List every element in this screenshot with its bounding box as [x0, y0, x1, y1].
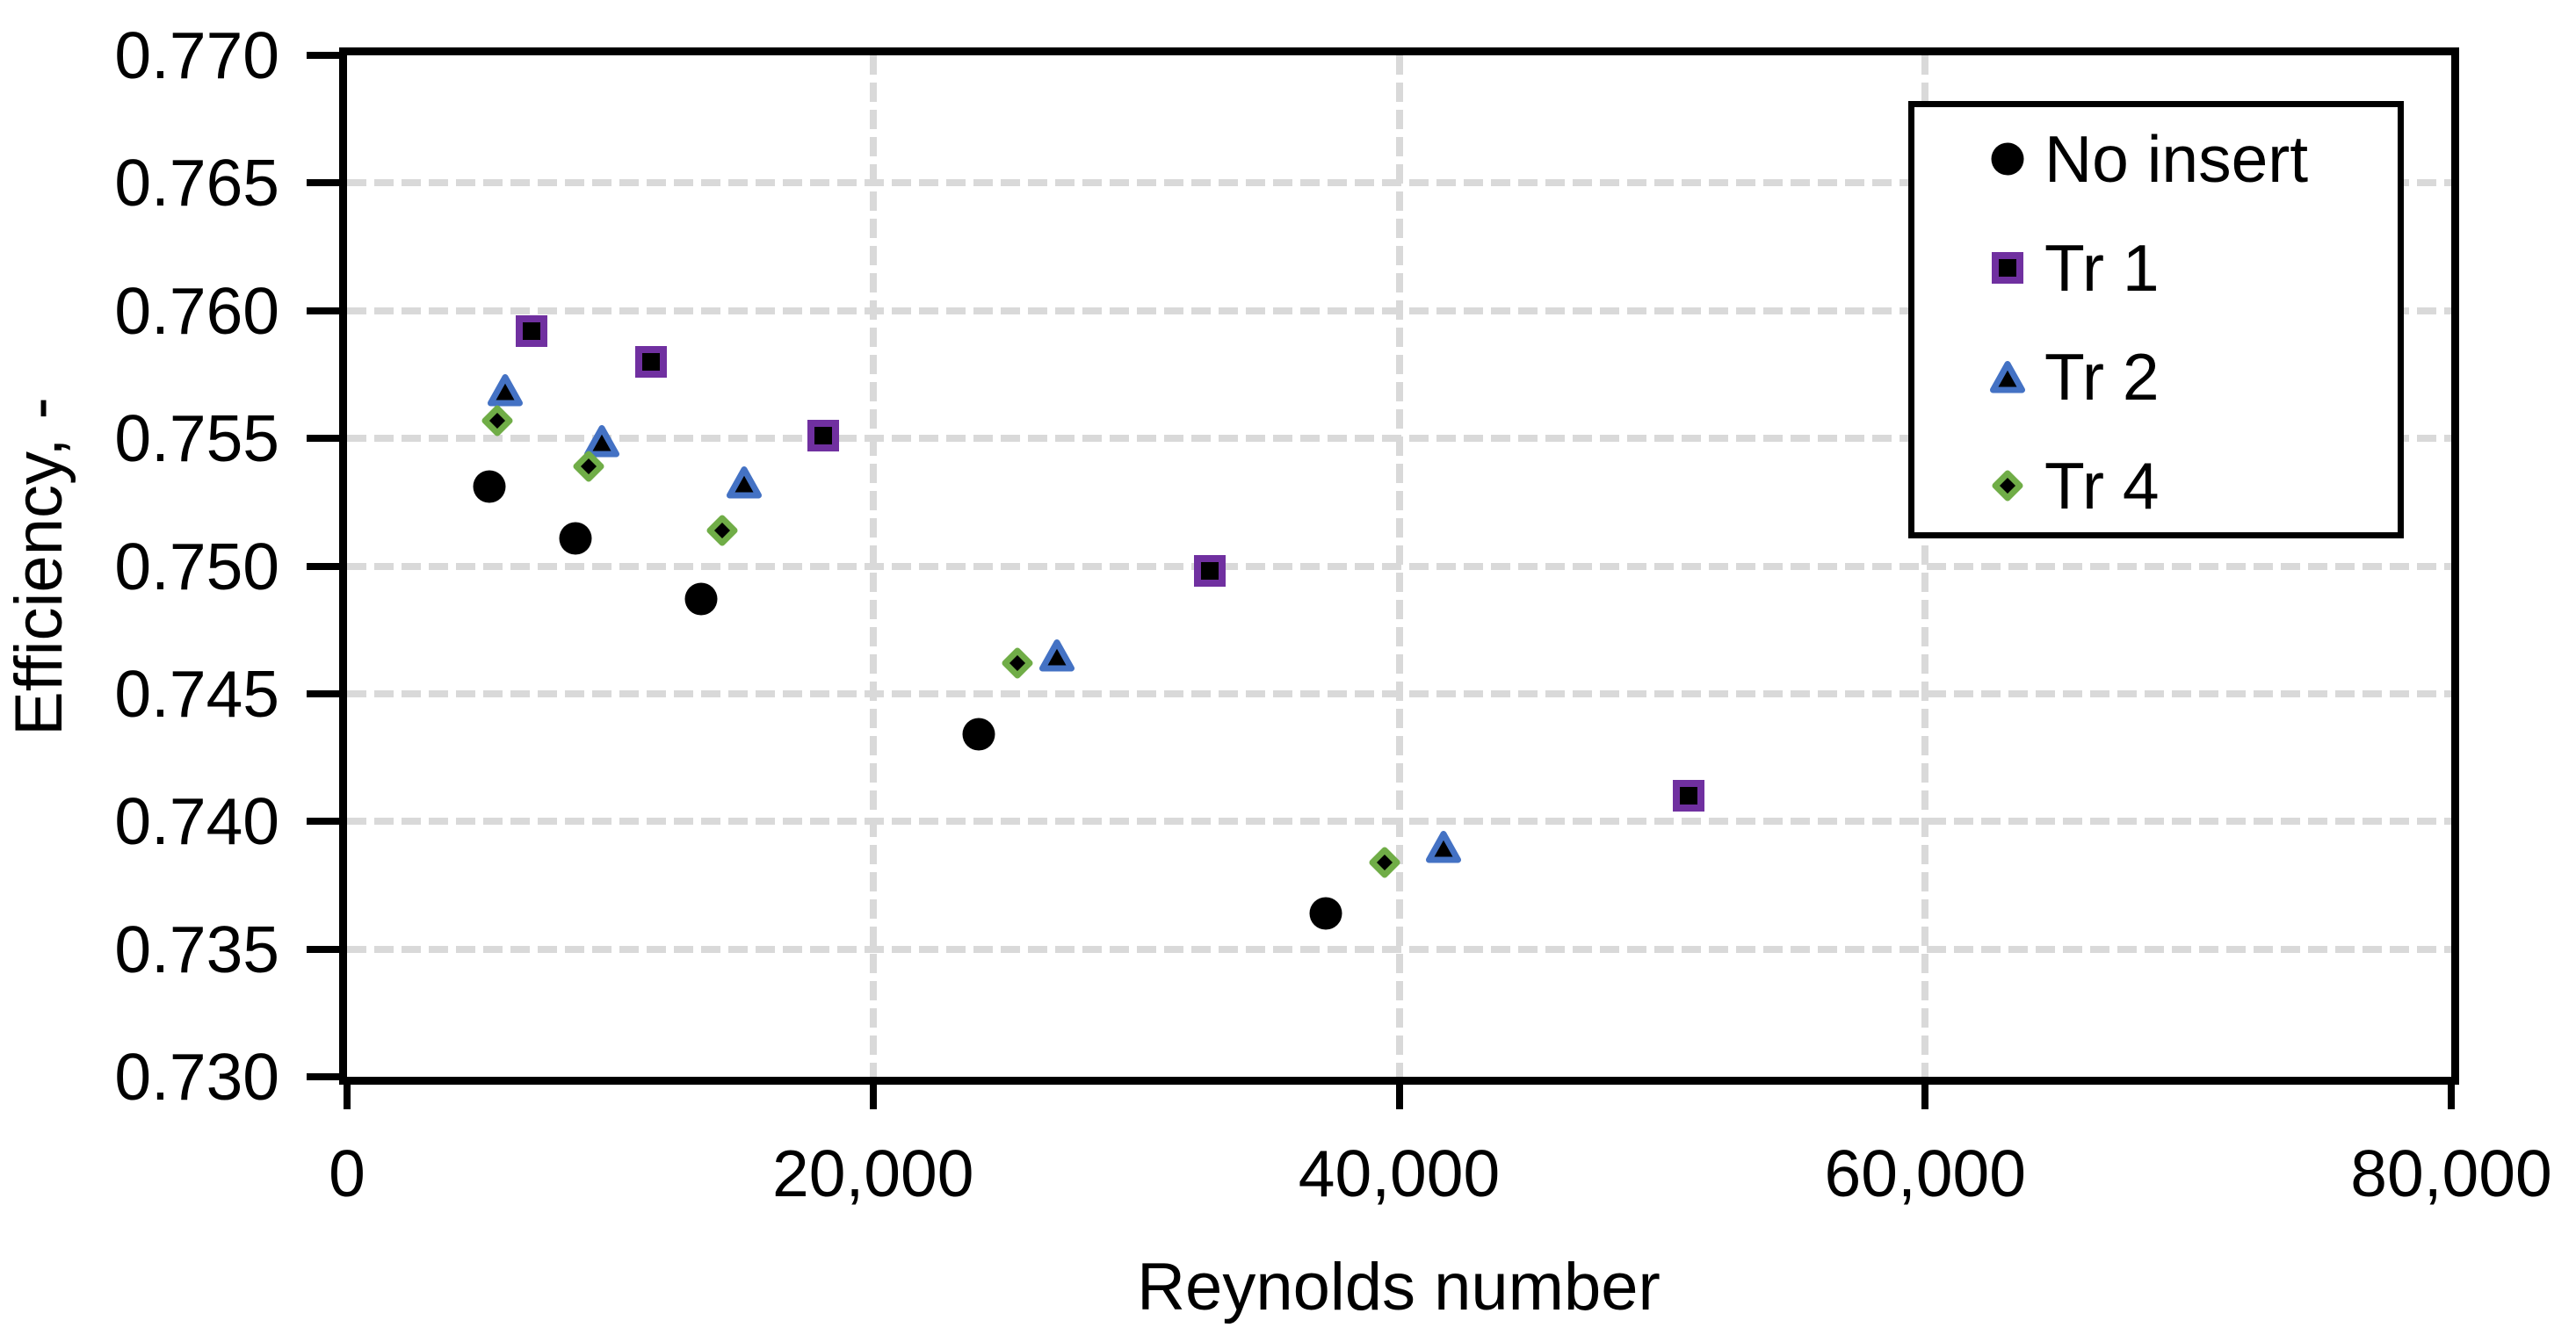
data-point-tr-1-4 [1672, 780, 1704, 812]
y-tick-0.760 [307, 307, 339, 314]
triangle-legend-icon [1990, 361, 2025, 393]
y-axis-title: Efficiency, - [2, 397, 76, 736]
x-axis-title: Reynolds number [1137, 1250, 1661, 1324]
y-tick-label-0.740: 0.740 [114, 784, 279, 859]
x-tick-60000 [1921, 1077, 1929, 1109]
data-point-tr-1-2 [807, 420, 839, 452]
legend-item-label: Tr 2 [2044, 340, 2160, 414]
data-point-tr-4-3 [1002, 647, 1033, 679]
x-tick-label-20000: 20,000 [772, 1137, 974, 1210]
x-tick-80000 [2448, 1077, 2455, 1109]
x-tick-20000 [869, 1077, 877, 1109]
data-point-tr-2-2 [727, 465, 763, 499]
data-point-no-insert-0 [473, 470, 506, 503]
y-tick-label-0.760: 0.760 [114, 273, 279, 348]
data-point-no-insert-2 [684, 582, 718, 616]
circle-legend-icon [1991, 142, 2024, 176]
y-tick-0.740 [307, 818, 339, 826]
y-tick-label-0.755: 0.755 [114, 401, 279, 476]
legend-item-no-insert: No insert [1914, 115, 2398, 203]
legend-item-tr-4: Tr 4 [1914, 442, 2398, 530]
data-point-tr-4-2 [706, 515, 738, 546]
data-point-no-insert-3 [962, 718, 995, 751]
y-tick-0.730 [307, 1073, 339, 1080]
data-point-no-insert-1 [559, 522, 592, 555]
x-tick-40000 [1395, 1077, 1403, 1109]
x-tick-label-40000: 40,000 [1298, 1137, 1501, 1210]
data-point-no-insert-4 [1309, 897, 1342, 930]
data-point-tr-2-1 [584, 425, 620, 458]
data-point-tr-4-1 [573, 451, 604, 482]
data-point-tr-2-4 [1426, 831, 1462, 863]
legend-item-label: No insert [2044, 122, 2309, 196]
legend-item-tr-2: Tr 2 [1914, 333, 2398, 421]
x-tick-label-60000: 60,000 [1824, 1137, 2026, 1210]
x-tick-0 [344, 1077, 351, 1109]
legend-item-tr-1: Tr 1 [1914, 224, 2398, 312]
y-tick-0.745 [307, 689, 339, 697]
y-tick-0.755 [307, 435, 339, 443]
data-point-tr-2-3 [1039, 639, 1075, 672]
plot-area [307, 47, 2459, 1109]
gridline-x-60000 [1921, 55, 1929, 1077]
gridline-x-20000 [869, 55, 877, 1077]
y-tick-label-0.750: 0.750 [114, 529, 279, 603]
y-tick-label-0.765: 0.765 [114, 146, 279, 220]
y-tick-label-0.745: 0.745 [114, 656, 279, 731]
data-point-tr-1-3 [1193, 555, 1226, 588]
legend-item-label: Tr 1 [2044, 231, 2160, 305]
x-tick-label-0: 0 [329, 1137, 365, 1210]
data-point-tr-4-0 [481, 405, 513, 437]
data-point-tr-1-0 [515, 315, 547, 347]
diamond-legend-icon [1992, 470, 2023, 502]
x-tick-label-80000: 80,000 [2350, 1137, 2552, 1210]
legend-item-label: Tr 4 [2044, 449, 2160, 523]
y-tick-label-0.730: 0.730 [114, 1040, 279, 1114]
y-tick-0.770 [307, 52, 339, 59]
data-point-tr-1-1 [634, 345, 667, 378]
y-tick-0.750 [307, 562, 339, 570]
y-tick-label-0.770: 0.770 [114, 18, 279, 92]
legend: No insert Tr 1 Tr 2 Tr 4 [1908, 101, 2404, 538]
data-point-tr-4-4 [1369, 847, 1400, 878]
y-tick-label-0.735: 0.735 [114, 912, 279, 986]
gridline-x-40000 [1395, 55, 1403, 1077]
square-legend-icon [1992, 252, 2023, 284]
y-tick-0.735 [307, 945, 339, 953]
y-tick-0.765 [307, 179, 339, 187]
data-point-tr-2-0 [487, 373, 523, 407]
